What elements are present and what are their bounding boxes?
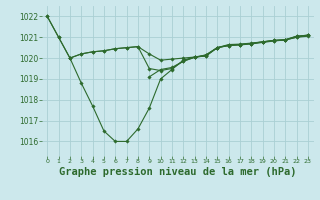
X-axis label: Graphe pression niveau de la mer (hPa): Graphe pression niveau de la mer (hPa) (59, 167, 296, 177)
